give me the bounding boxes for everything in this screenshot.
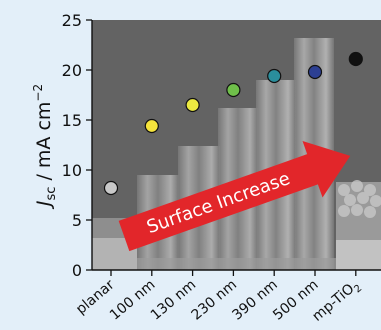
- data-point: [185, 97, 200, 113]
- data-point: [144, 118, 159, 134]
- x-tick-label: 100 nm: [107, 277, 158, 324]
- y-tick-label: 15: [62, 111, 82, 130]
- x-tick-label: 390 nm: [229, 277, 280, 324]
- data-point: [226, 82, 241, 98]
- y-tick-label: 5: [72, 211, 82, 230]
- x-tick-label: 130 nm: [148, 277, 199, 324]
- data-point: [267, 68, 282, 84]
- data-point: [307, 64, 323, 80]
- y-tick-label: 10: [62, 161, 82, 180]
- y-axis-label: Jsc / mA cm−2: [31, 84, 59, 210]
- y-tick-label: 25: [62, 11, 82, 30]
- data-points: [103, 51, 363, 196]
- x-tick-label: mp-TiO2: [309, 277, 364, 327]
- y-tick-label: 0: [72, 261, 82, 280]
- data-point: [103, 180, 119, 196]
- y-tick-label: 20: [62, 61, 82, 80]
- x-tick-label: 230 nm: [189, 277, 240, 324]
- data-point: [348, 51, 363, 67]
- y-ticks: 0 5 10 15 20 25: [62, 11, 92, 280]
